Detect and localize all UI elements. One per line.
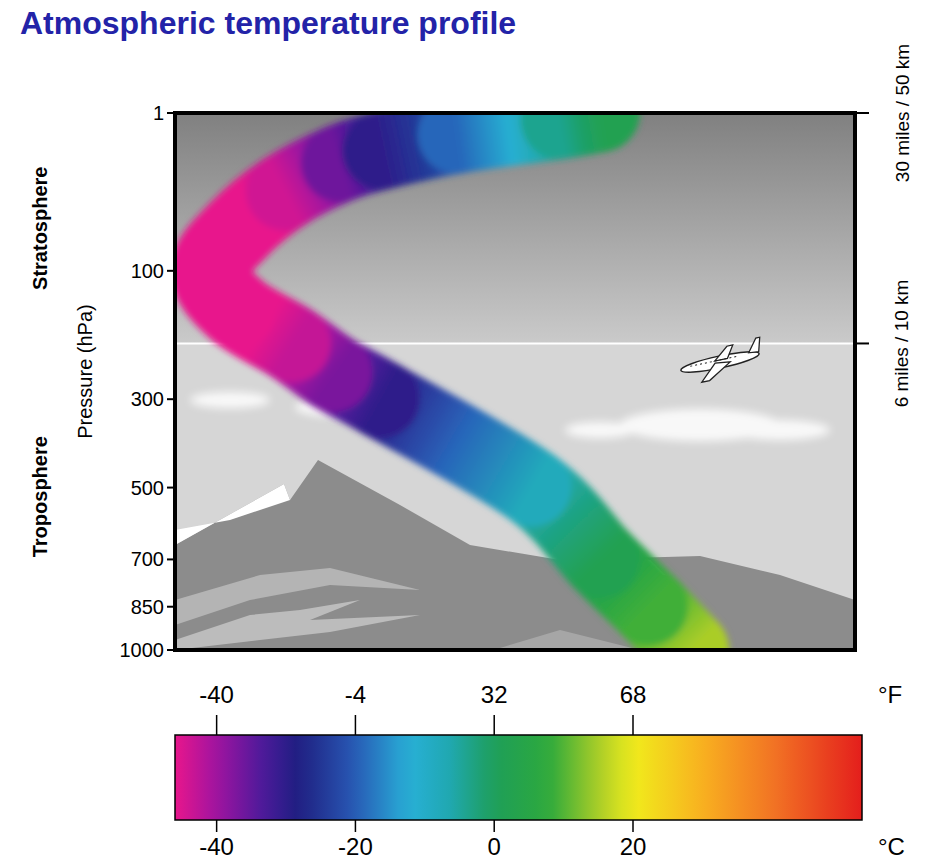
y-tick-label: 1: [153, 102, 164, 124]
airplane: [678, 337, 767, 386]
y-tick-label: 850: [131, 596, 164, 618]
colorbar-tick-label: 0: [488, 833, 501, 860]
colorbar-f-tick: [493, 715, 495, 735]
colorbar-f-tick: [216, 715, 218, 735]
mountain-layer: [175, 600, 420, 650]
y-tick-label: 300: [131, 388, 164, 410]
layer-label: Stratosphere: [29, 167, 51, 290]
y2-tick-label: 6 miles / 10 km: [892, 280, 913, 408]
cloud: [730, 420, 830, 440]
chart: Atmospheric temperature profile 1 100 300 50…: [0, 0, 925, 865]
y-tick-label: 500: [131, 477, 164, 499]
y-tick: [167, 558, 175, 560]
windows: [690, 356, 739, 366]
mountain-layer: [460, 630, 640, 650]
stratosphere-area: [175, 113, 855, 343]
colorbar-tick-label: -40: [199, 833, 234, 860]
color-bar: [175, 735, 862, 820]
colorbar-unit: °C: [878, 833, 905, 860]
y-axis-title: Pressure (hPa): [74, 304, 96, 439]
y-tick: [167, 270, 175, 272]
y2-tick: [855, 112, 869, 114]
y2-tick-label: 30 miles / 50 km: [892, 44, 913, 182]
y-tick-label: 100: [131, 260, 164, 282]
y-tick-label: 700: [131, 548, 164, 570]
y-tick: [167, 649, 175, 651]
colorbar-f-tick-label: 68: [620, 681, 647, 708]
title: Atmospheric temperature profile: [20, 5, 516, 41]
y-tick: [167, 606, 175, 608]
colorbar-tick: [493, 820, 495, 832]
layer-label: Troposphere: [29, 436, 51, 557]
colorbar-tick-label: 20: [620, 833, 647, 860]
plot-background: [175, 113, 855, 650]
colorbar-f-tick: [632, 715, 634, 735]
wings: [695, 337, 766, 382]
y-tick: [167, 487, 175, 489]
snow: [175, 484, 290, 545]
colorbar-tick: [216, 820, 218, 832]
colorbar-tick: [632, 820, 634, 832]
colorbar-tick-label: -20: [338, 833, 373, 860]
y-tick: [167, 112, 175, 114]
colorbar-f-tick-label: 32: [481, 681, 508, 708]
colorbar-tick: [355, 820, 357, 832]
colorbar-f-tick-label: -40: [199, 681, 234, 708]
plot-frame: [175, 113, 855, 650]
colorbar-f-tick-label: -4: [345, 681, 366, 708]
cloud: [190, 392, 270, 408]
y-tick: [167, 398, 175, 400]
colorbar-f-unit: °F: [878, 681, 902, 708]
temperature-band: [209, 113, 690, 650]
y2-tick: [855, 342, 869, 344]
y-tick-label: 1000: [120, 639, 165, 661]
colorbar-f-tick: [355, 715, 357, 735]
